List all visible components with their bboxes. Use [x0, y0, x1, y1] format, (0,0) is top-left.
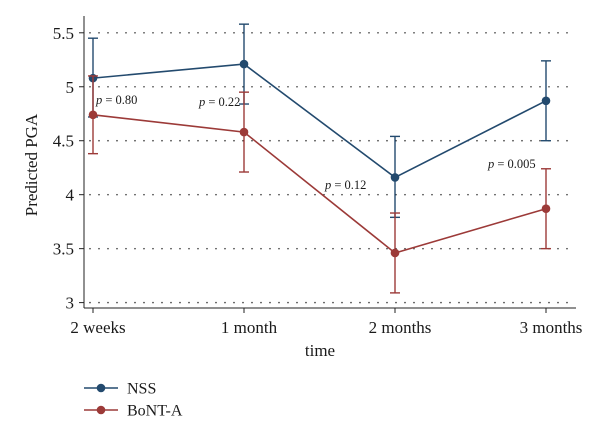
legend-label: BoNT-A	[127, 403, 183, 420]
p-value-text: = 0.80	[102, 93, 137, 107]
data-point	[239, 59, 249, 69]
x-tick-label: 2 weeks	[70, 318, 125, 337]
p-value-text: = 0.22	[205, 95, 240, 109]
legend-swatch-marker	[96, 383, 106, 393]
legend-item: BoNT-A	[84, 403, 183, 420]
data-point	[88, 110, 98, 120]
p-value-text: = 0.005	[494, 157, 535, 171]
y-tick-label: 4	[66, 186, 75, 205]
y-tick-label: 5	[66, 78, 75, 97]
series-line	[92, 114, 547, 254]
p-symbol: p	[487, 157, 494, 171]
legend: NSS BoNT-A	[84, 381, 183, 420]
x-axis-title: time	[305, 341, 335, 360]
series-line	[92, 63, 547, 179]
x-tick-label: 2 months	[369, 318, 432, 337]
legend-label: NSS	[127, 381, 156, 398]
p-symbol: p	[95, 93, 102, 107]
y-tick-label: 4.5	[53, 132, 74, 151]
p-value-annotation: p = 0.22	[198, 95, 240, 109]
p-value-annotation: p = 0.005	[487, 157, 536, 171]
annotations: p = 0.80 p = 0.22p = 0.12p = 0.005	[95, 93, 536, 192]
p-value-annotation: p = 0.80	[95, 93, 137, 107]
series-bont-a	[88, 75, 551, 294]
legend-item: NSS	[84, 381, 156, 398]
data-point	[239, 127, 249, 137]
p-symbol: p	[324, 178, 331, 192]
y-tick-label: 3.5	[53, 240, 74, 259]
y-tick-label: 3	[66, 294, 75, 313]
data-point	[390, 173, 400, 182]
data-point	[541, 204, 551, 214]
data-point	[541, 96, 551, 106]
legend-swatch-marker	[96, 405, 106, 415]
grid-lines	[89, 31, 577, 304]
y-axis-title: Predicted PGA	[22, 113, 41, 216]
p-symbol: p	[198, 95, 205, 109]
p-value-text: = 0.12	[331, 178, 366, 192]
data-point	[390, 248, 400, 258]
x-tick-label: 1 month	[221, 318, 278, 337]
tick-labels: 3 3.5 4 4.5 5 5.5 2 weeks 1 month 2 months 3 mont…	[53, 24, 583, 337]
y-tick-label: 5.5	[53, 24, 74, 43]
axes	[79, 16, 576, 313]
p-value-annotation: p = 0.12	[324, 178, 366, 192]
series-nss	[88, 23, 551, 219]
series-layer	[88, 23, 551, 294]
x-tick-label: 3 months	[520, 318, 583, 337]
